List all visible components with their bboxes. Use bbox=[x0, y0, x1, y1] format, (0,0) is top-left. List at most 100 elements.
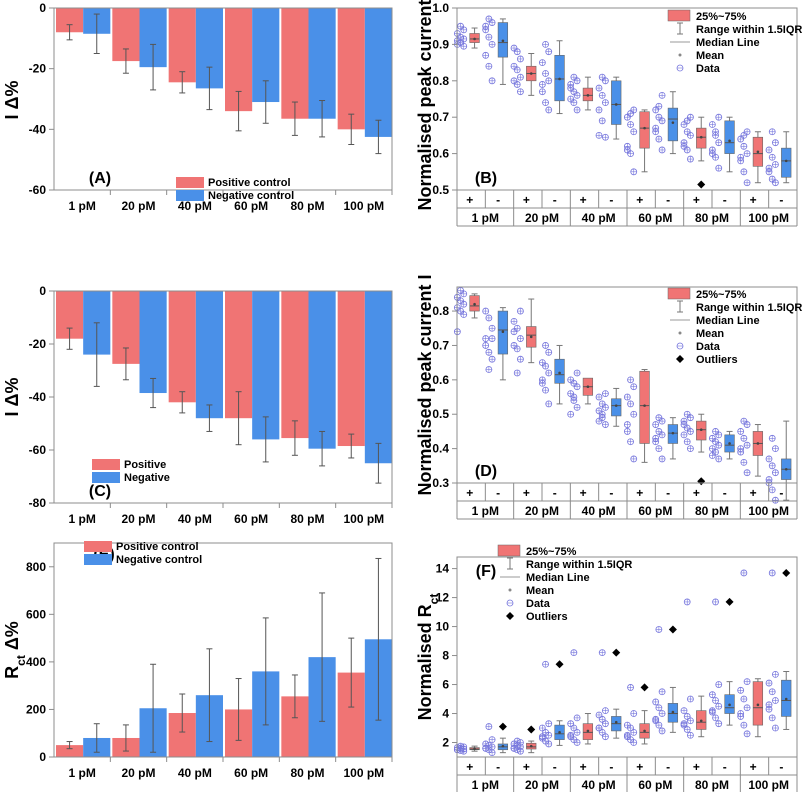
mean-D-11 bbox=[784, 467, 788, 471]
x-sign-B-5-1: - bbox=[779, 193, 783, 207]
mean-F-5 bbox=[614, 720, 618, 724]
legend-swatch-A-1 bbox=[176, 190, 204, 201]
x-sign-F-0-1: - bbox=[496, 760, 500, 774]
y-tick-label-F-5: 12 bbox=[436, 591, 450, 605]
mean-F-4 bbox=[586, 729, 590, 733]
mean-B-7 bbox=[671, 121, 675, 124]
box-B-5 bbox=[611, 80, 622, 125]
y-tick-label-E-0: 0 bbox=[39, 750, 46, 764]
plot-frame-A bbox=[53, 7, 393, 191]
y-axis-label-E: Rct Δ% bbox=[2, 621, 28, 679]
legend-swatch-outlier-F bbox=[506, 612, 514, 620]
legend-label-C-1: Negative bbox=[124, 472, 170, 484]
y-tick-label-A-2: -40 bbox=[29, 122, 47, 136]
y-axis-label-sub: ct bbox=[14, 655, 28, 666]
bar-C-pos-5 bbox=[337, 291, 365, 447]
outlier-D-0 bbox=[697, 477, 706, 486]
x-sign-D-5-0: + bbox=[750, 486, 757, 500]
x-group-label-D-2: 40 pM bbox=[582, 504, 616, 518]
x-sign-B-3-1: - bbox=[666, 193, 670, 207]
panel-label-B: (B) bbox=[475, 170, 497, 187]
chart-F: 2 4 6 8 10 12 14 + - 1 pM + - 20 pM + - 40 pM + - 60 pM + - 8… bbox=[415, 544, 798, 792]
legend-swatch-mean-B bbox=[678, 53, 682, 57]
x-sign-B-1-0: + bbox=[523, 193, 530, 207]
x-group-label-F-1: 20 pM bbox=[525, 778, 559, 792]
legend-label-E-0: Positive control bbox=[116, 541, 199, 553]
x-tick-label-E-4: 80 pM bbox=[290, 766, 324, 780]
bar-C-pos-4 bbox=[281, 291, 309, 439]
box-D-3 bbox=[554, 358, 565, 384]
x-tick-label-E-3: 60 pM bbox=[234, 766, 268, 780]
x-sign-D-4-0: + bbox=[693, 486, 700, 500]
legend-label-F-5: Outliers bbox=[526, 611, 568, 623]
box-B-11 bbox=[781, 147, 792, 178]
y-tick-label-F-0: 2 bbox=[442, 736, 449, 750]
x-tick-label-A-2: 40 pM bbox=[178, 199, 212, 213]
x-tick-label-E-0: 1 pM bbox=[68, 766, 95, 780]
x-tick-label-C-5: 100 pM bbox=[343, 512, 384, 526]
y-axis-label-main: R bbox=[2, 666, 22, 679]
mean-D-6 bbox=[643, 404, 646, 407]
panel-label-D: (D) bbox=[475, 463, 497, 480]
y-tick-label-D-5: 0.8 bbox=[432, 304, 449, 318]
legend-swatch-E-0 bbox=[84, 541, 112, 552]
mean-F-11 bbox=[784, 697, 788, 701]
mean-F-7 bbox=[671, 710, 675, 714]
x-sign-D-4-1: - bbox=[723, 486, 727, 500]
x-tick-label-C-0: 1 pM bbox=[68, 512, 95, 526]
x-group-label-F-3: 60 pM bbox=[638, 778, 672, 792]
x-tick-label-A-1: 20 pM bbox=[121, 199, 155, 213]
y-tick-label-D-4: 0.7 bbox=[432, 338, 449, 352]
mean-B-1 bbox=[501, 39, 505, 43]
mean-D-2 bbox=[529, 335, 533, 339]
mean-D-5 bbox=[614, 404, 618, 407]
x-sign-B-2-0: + bbox=[580, 193, 587, 207]
mean-D-8 bbox=[699, 428, 703, 432]
box-B-9 bbox=[724, 120, 735, 154]
mean-B-3 bbox=[558, 77, 561, 81]
x-sign-F-5-1: - bbox=[779, 760, 783, 774]
x-tick-label-A-5: 100 pM bbox=[343, 199, 384, 213]
legend-label-D-1: Range within 1.5IQR bbox=[696, 302, 802, 314]
y-axis-label-D: Normalised peak current I bbox=[415, 274, 435, 495]
mean-F-2 bbox=[529, 744, 533, 748]
x-sign-D-1-0: + bbox=[523, 486, 530, 500]
x-sign-F-5-0: + bbox=[750, 760, 757, 774]
x-sign-D-2-1: - bbox=[609, 486, 613, 500]
outlier-B-0 bbox=[697, 180, 706, 189]
mean-B-11 bbox=[784, 159, 788, 163]
y-axis-label-B: Normalised peak current I bbox=[415, 0, 435, 211]
bar-A-neg-5 bbox=[364, 8, 392, 137]
y-tick-label-F-2: 6 bbox=[442, 678, 449, 692]
x-sign-B-4-1: - bbox=[723, 193, 727, 207]
y-axis-label-F: Normalised Rct bbox=[415, 594, 441, 721]
outlier-F-1 bbox=[527, 725, 536, 734]
x-group-label-B-0: 1 pM bbox=[472, 211, 499, 225]
bar-E-pos-0 bbox=[56, 745, 84, 757]
chart-A: 1 pM 20 pM 40 pM 60 pM 80 pM 100 pM 0 -20 -40 -60… bbox=[2, 1, 393, 213]
legend-swatch-E-1 bbox=[84, 554, 112, 565]
x-tick-label-E-2: 40 pM bbox=[178, 766, 212, 780]
mean-F-1 bbox=[501, 744, 505, 748]
legend-label-D-0: 25%~75% bbox=[696, 289, 747, 301]
x-sign-D-0-1: - bbox=[496, 486, 500, 500]
mean-D-0 bbox=[473, 302, 476, 306]
x-tick-label-C-2: 40 pM bbox=[178, 512, 212, 526]
y-axis-label-unit: Δ% bbox=[2, 378, 22, 412]
x-group-label-B-5: 100 pM bbox=[748, 211, 789, 225]
y-tick-label-E-2: 400 bbox=[26, 655, 46, 669]
x-sign-D-3-0: + bbox=[636, 486, 643, 500]
x-group-label-F-4: 80 pM bbox=[695, 778, 729, 792]
chart-E: 1 pM 20 pM 40 pM 60 pM 80 pM 100 pM 0 200 400 600… bbox=[2, 541, 393, 780]
mean-B-4 bbox=[586, 94, 590, 97]
mean-F-9 bbox=[728, 703, 731, 707]
panel-label-A: (A) bbox=[89, 170, 111, 187]
legend-label-A-0: Positive control bbox=[208, 177, 291, 189]
chart-C: 1 pM 20 pM 40 pM 60 pM 80 pM 100 pM 0 -20 -40 -60… bbox=[2, 284, 393, 526]
legend-label-F-0: 25%~75% bbox=[526, 546, 577, 558]
y-tick-label-E-1: 200 bbox=[26, 702, 46, 716]
outlier-F-4 bbox=[640, 683, 649, 692]
x-group-label-D-0: 1 pM bbox=[472, 504, 499, 518]
box-F-10 bbox=[752, 681, 764, 726]
bar-A-pos-5 bbox=[337, 8, 365, 130]
